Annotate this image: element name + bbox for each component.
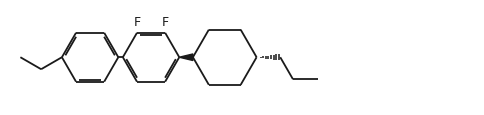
Text: F: F bbox=[133, 16, 140, 29]
Polygon shape bbox=[179, 55, 193, 61]
Text: F: F bbox=[161, 16, 168, 29]
